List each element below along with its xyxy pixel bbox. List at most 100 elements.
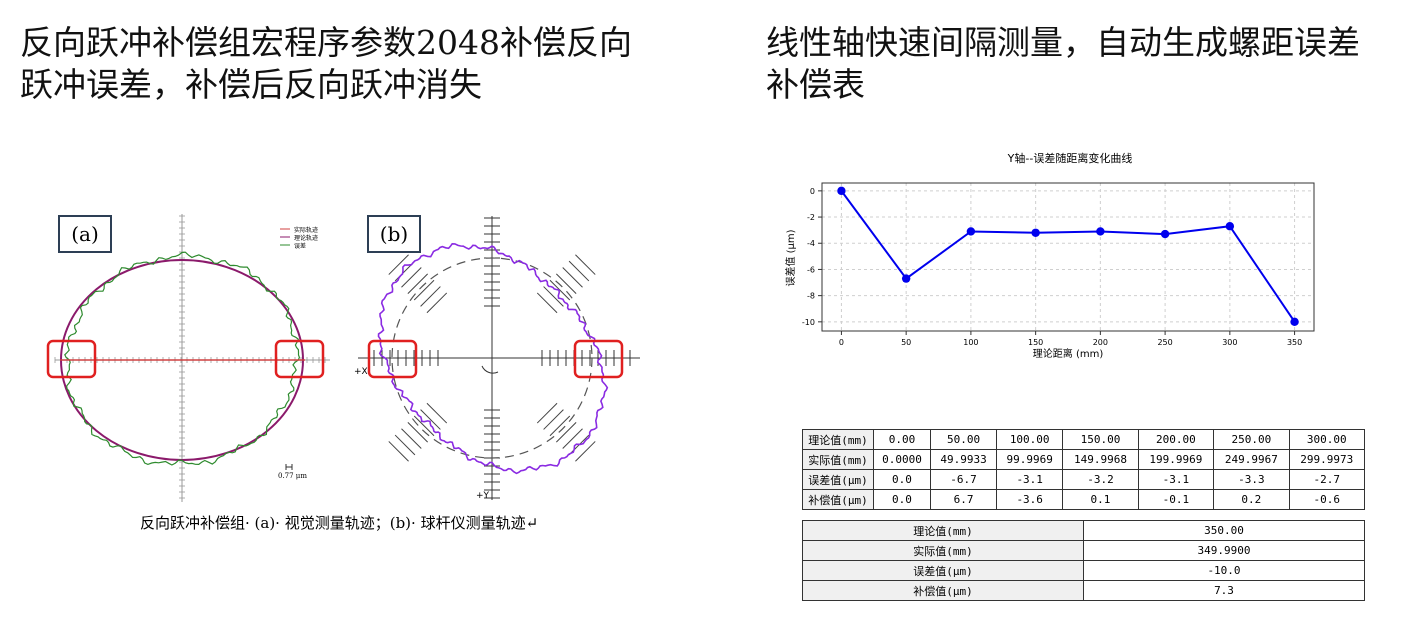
table-cell: -3.1 — [1137, 469, 1215, 490]
table-cell: 249.9967 — [1213, 449, 1290, 470]
row-header: 误差值(μm) — [802, 469, 874, 490]
data-point — [901, 274, 911, 283]
left-heading-line1: 反向跃冲补偿组宏程序参数2048补偿反向 — [20, 23, 632, 62]
x-tick-label: 250 — [1157, 338, 1172, 347]
left-heading: 反向跃冲补偿组宏程序参数2048补偿反向 跃冲误差，补偿后反向跃冲消失 — [20, 22, 680, 106]
table-cell: 350.00 — [1083, 520, 1365, 541]
chart-title: Y轴--误差随距离变化曲线 — [1007, 151, 1133, 165]
reversal-highlight-left — [367, 339, 418, 379]
table-cell: 49.9933 — [929, 449, 998, 470]
table-cell: 299.9973 — [1288, 449, 1366, 470]
table-cell: -10.0 — [1083, 560, 1365, 581]
panel-b-guides — [358, 216, 640, 500]
table-cell: -0.1 — [1137, 489, 1215, 510]
y-tick-label: -6 — [807, 265, 815, 274]
ballbar-measurement-plot: +X +Y — [354, 216, 640, 501]
chart-ticks: 0 50 100 150 200 250 300 350 0 -2 -4 -6 -8 -10 — [802, 187, 1302, 347]
table-row: 误差值(μm) 0.0 -6.7 -3.1 -3.2 -3.1 -3.3 -2.7 — [802, 469, 1366, 490]
data-point — [966, 227, 976, 236]
reversal-highlight-right — [573, 339, 624, 379]
table-row: 补偿值(μm) 7.3 — [802, 580, 1365, 601]
table-cell: 100.00 — [996, 429, 1064, 450]
y-tick-label: -4 — [807, 239, 815, 248]
table-cell: 99.9969 — [996, 449, 1064, 470]
table-cell: 349.9900 — [1083, 540, 1365, 561]
table-cell: 0.0 — [873, 489, 931, 510]
table-cell: -6.7 — [929, 469, 998, 490]
right-heading-line1: 线性轴快速间隔测量，自动生成螺距误差 — [766, 23, 1360, 62]
data-point — [1096, 227, 1105, 236]
table-row: 误差值(μm) -10.0 — [802, 560, 1365, 581]
row-header: 补偿值(μm) — [802, 489, 874, 510]
x-tick-label: 50 — [901, 338, 911, 347]
x-tick-label: 200 — [1093, 338, 1108, 347]
data-point — [1290, 317, 1299, 327]
x-tick-label: 150 — [1028, 338, 1043, 347]
right-heading: 线性轴快速间隔测量，自动生成螺距误差 补偿表 — [766, 22, 1406, 106]
table-cell: 149.9968 — [1062, 449, 1139, 470]
table-cell: 0.00 — [873, 429, 931, 450]
chart-grid — [822, 183, 1314, 331]
table-cell: 0.1 — [1062, 489, 1139, 510]
table-cell: 200.00 — [1137, 429, 1215, 450]
scale-label: 0.77 μm — [278, 472, 307, 480]
x-tick-label: 300 — [1222, 338, 1237, 347]
table-cell: 0.0000 — [873, 449, 931, 470]
panel-b-label: (b) — [367, 215, 421, 253]
x-axis-label: +X — [354, 367, 368, 377]
row-header: 实际值(mm) — [802, 449, 874, 470]
legend-measured: 实际轨迹 — [294, 226, 318, 234]
table-row: 理论值(mm) 0.00 50.00 100.00 150.00 200.00 250.00… — [802, 429, 1366, 450]
left-heading-line2: 跃冲误差，补偿后反向跃冲消失 — [20, 65, 482, 104]
visual-measurement-plot: 实际轨迹 理论轨迹 误差 0.77 μm — [46, 214, 330, 502]
table-cell: -0.6 — [1288, 489, 1366, 510]
legend-error: 误差 — [294, 242, 306, 250]
y-tick-label: -8 — [807, 292, 815, 301]
error-curve-chart: Y轴--误差随距离变化曲线 0 50 100 150 200 250 300 350 0 -2 -4… — [784, 151, 1315, 360]
row-header: 理论值(mm) — [802, 429, 874, 450]
table-cell: 7.3 — [1083, 580, 1365, 601]
row-header: 误差值(μm) — [802, 560, 1084, 581]
table-cell: 0.0 — [873, 469, 931, 490]
compensation-table-350: 理论值(mm) 350.00 实际值(mm) 349.9900 误差值(μm) -10.0… — [802, 520, 1365, 601]
reversal-highlight-left — [46, 339, 97, 379]
y-tick-label: -2 — [807, 213, 815, 222]
table-cell: 0.2 — [1213, 489, 1290, 510]
row-header: 理论值(mm) — [802, 520, 1084, 541]
table-cell: 50.00 — [929, 429, 998, 450]
table-cell: 150.00 — [1062, 429, 1139, 450]
reference-circle — [391, 257, 593, 459]
y-tick-label: 0 — [810, 187, 815, 196]
chart-ylabel: 误差值 (μm) — [784, 229, 797, 286]
chart-plot-area — [821, 182, 1315, 332]
compensation-table: 理论值(mm) 0.00 50.00 100.00 150.00 200.00 250.00… — [802, 429, 1366, 510]
table-row: 理论值(mm) 350.00 — [802, 520, 1365, 541]
legend-ideal: 理论轨迹 — [294, 234, 318, 242]
table-cell: -3.6 — [996, 489, 1064, 510]
y-tick-label: -10 — [802, 318, 815, 327]
x-tick-label: 100 — [963, 338, 978, 347]
table-row: 补偿值(μm) 0.0 6.7 -3.6 0.1 -0.1 0.2 -0.6 — [802, 489, 1366, 510]
data-point — [1031, 228, 1040, 237]
table-cell: -2.7 — [1288, 469, 1366, 490]
table-cell: 250.00 — [1213, 429, 1290, 450]
row-header: 实际值(mm) — [802, 540, 1084, 561]
table-cell: 6.7 — [929, 489, 998, 510]
table-cell: -3.1 — [996, 469, 1064, 490]
x-tick-label: 0 — [839, 338, 844, 347]
figure-caption: 反向跃冲补偿组· (a)· 视觉测量轨迹；(b)· 球杆仪测量轨迹↵ — [140, 514, 539, 532]
legend: 实际轨迹 理论轨迹 误差 — [280, 226, 318, 250]
error-series-points — [837, 186, 1299, 327]
error-series-line — [840, 190, 1296, 323]
x-tick-label: 350 — [1287, 338, 1302, 347]
table-row: 实际值(mm) 349.9900 — [802, 540, 1365, 561]
y-axis-label: +Y — [476, 491, 490, 501]
table-cell: 300.00 — [1288, 429, 1366, 450]
chart-xlabel: 理论距离 (mm) — [1033, 347, 1104, 360]
data-point — [1160, 229, 1170, 239]
table-cell: -3.3 — [1213, 469, 1290, 490]
reversal-highlight-right — [274, 339, 325, 379]
table-cell: 199.9969 — [1137, 449, 1215, 470]
data-point — [1225, 222, 1235, 231]
data-point — [837, 186, 846, 196]
